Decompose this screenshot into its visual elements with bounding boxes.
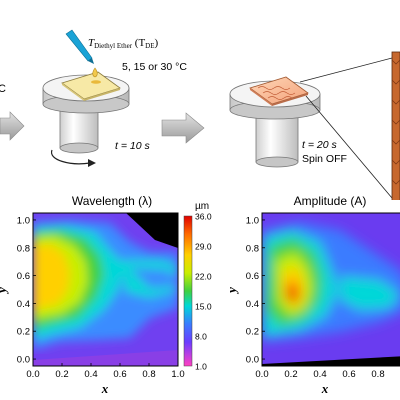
amplitude-ytick-label: 0.4 [246,299,259,310]
wavelength-ytick-label: 0.4 [17,299,30,310]
wavelength-xtick-label: 0.2 [55,369,68,380]
colorbar-tick-label: 8.0 [195,332,207,342]
colorbar-tick-label: 1.0 [195,362,207,372]
step1-time-label: t = 10 s [115,140,150,152]
spin-coater-2 [229,76,321,168]
wavelength-axes: 0.0 0.2 0.4 0.6 0.8 1.0 0.0 0.2 0.4 0.6 0.8 1.0 [17,215,185,380]
wavelength-ytick-label: 0.6 [17,271,30,282]
amplitude-heatmap [262,213,400,366]
process-arrow-center [161,112,205,144]
wavelength-heatmap [33,213,178,366]
wavelength-ytick-label: 1.0 [17,215,30,226]
partial-temperature-label: C [0,83,6,95]
wavelength-ytick-label: 0.8 [17,243,30,254]
amplitude-axes: 0.0 0.2 0.4 0.6 0.8 0.0 0.2 0.4 0.6 0.8 1.0 [246,215,385,380]
spin-off-label: Spin OFF [302,153,347,165]
colorbar-unit: µm [195,201,209,212]
zoom-line-bottom [305,95,393,199]
amplitude-ytick-label: 0.8 [246,243,259,254]
amplitude-xtick-label: 0.4 [313,369,326,380]
colorbar-tick-label: 29.0 [195,242,212,252]
temperature-options-label: 5, 15 or 30 °C [122,61,187,73]
wavelength-xtick-label: 0.4 [84,369,97,380]
zoom-line-top [299,57,393,83]
amplitude-ytick-label: 1.0 [246,215,259,226]
heatmap-figure: Wavelength (λ) 0.0 0.2 0.4 0.6 0.8 1.00.00.20… [0,194,400,396]
wavelength-xtick-label: 0.6 [113,369,126,380]
amplitude-ylabel: y [224,287,239,295]
step2-time-label: t = 20 s [302,139,337,151]
amplitude-ytick-label: 0.0 [246,355,259,366]
rotation-arrow-icon [51,149,91,165]
wavelength-xlabel: x [101,381,109,396]
wavelength-ytick-label: 0.2 [17,327,30,338]
dropper-temperature-label: TDiethyl Ether (TDE) [88,37,159,50]
wavelength-xtick-label: 0.0 [26,369,39,380]
colorbar-ticks: 36.0 29.0 22.0 15.0 8.0 1.0 [195,212,212,372]
amplitude-ytick-label: 0.6 [246,271,259,282]
dropper-icon [65,29,101,84]
amplitude-xlabel: x [321,381,329,396]
amplitude-chart-title: Amplitude (A) [294,194,367,208]
wavelength-ytick-label: 0.0 [17,355,30,366]
process-schematic: C TDiethyl Ether (TDE) 5, 15 or 30 °C t … [0,29,400,200]
amplitude-xtick-label: 0.8 [371,369,384,380]
colorbar-tick-label: 22.0 [195,272,212,282]
spin-coater-1 [42,71,130,154]
amplitude-ytick-label: 0.2 [246,327,259,338]
amplitude-xtick-label: 0.6 [342,369,355,380]
amplitude-xtick-label: 0.2 [284,369,297,380]
amplitude-xtick-label: 0.0 [255,369,268,380]
colorbar-tick-label: 15.0 [195,302,212,312]
wavelength-ylabel: y [0,287,9,295]
zoomed-surface-panel [391,51,400,200]
colorbar [183,215,193,367]
wavelength-xtick-label: 1.0 [171,369,184,380]
wavelength-xtick-label: 0.8 [142,369,155,380]
wavelength-chart-title: Wavelength (λ) [72,194,152,208]
colorbar-tick-label: 36.0 [195,212,212,222]
process-arrow-left [0,111,25,141]
